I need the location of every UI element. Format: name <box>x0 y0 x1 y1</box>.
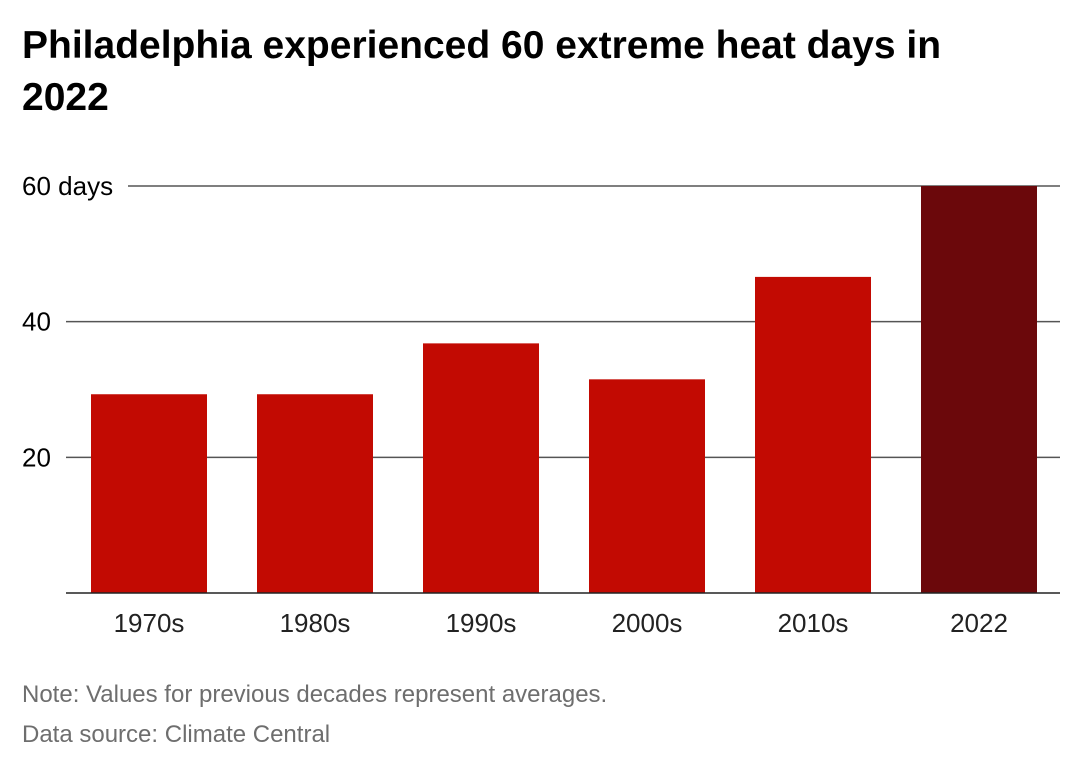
bar-1980s <box>257 394 373 593</box>
x-tick-label-1970s: 1970s <box>114 608 185 638</box>
bar-chart: 20 40 60 days 1970s 1980s 1990s 2000s 2010s 202… <box>22 171 1060 638</box>
data-source-name: Climate Central <box>164 721 331 748</box>
data-source: Data source: Climate Central <box>22 720 330 750</box>
x-tick-label-1980s: 1980s <box>280 608 351 638</box>
y-tick-label-60: 60 days <box>22 171 113 201</box>
bar-2022 <box>921 186 1037 593</box>
gridlines <box>66 185 1060 459</box>
x-tick-label-2010s: 2010s <box>778 608 849 638</box>
x-tick-label-2000s: 2000s <box>612 608 683 638</box>
chart-note: Note: Values for previous decades repres… <box>22 681 608 708</box>
x-tick-label-1990s: 1990s <box>446 608 517 638</box>
y-tick-label-20: 20 <box>22 442 51 472</box>
y-tick-label-40: 40 <box>22 307 51 337</box>
bar-1990s <box>423 343 539 593</box>
chart-title: Philadelphia experienced 60 extreme heat… <box>22 24 942 119</box>
bar-1970s <box>91 394 207 593</box>
y-tick-labels: 20 40 60 days <box>22 171 113 472</box>
x-tick-label-2022: 2022 <box>950 608 1008 638</box>
bar-2000s <box>589 379 705 593</box>
x-tick-labels: 1970s 1980s 1990s 2000s 2010s 2022 <box>114 608 1008 638</box>
bars <box>91 186 1037 593</box>
bar-2010s <box>755 276 871 593</box>
data-source-label: Data source: <box>22 721 165 748</box>
